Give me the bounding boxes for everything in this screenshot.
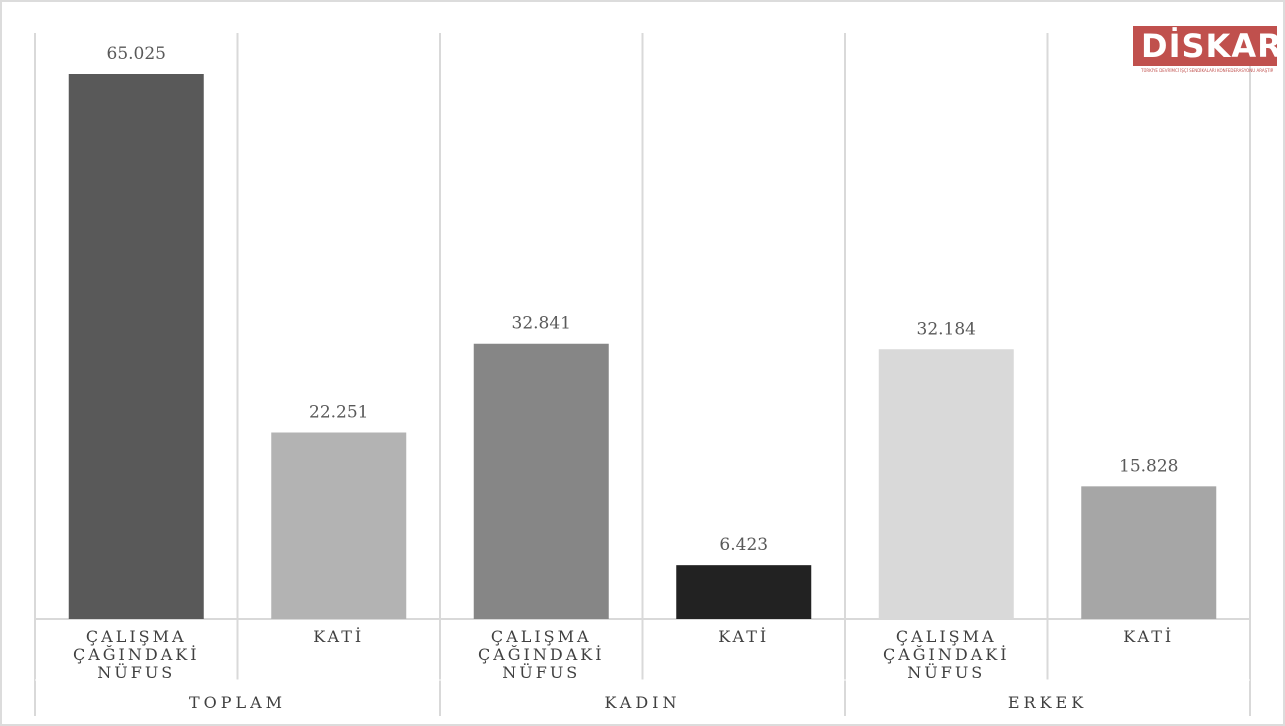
category-label: NÜFUS	[907, 662, 985, 682]
data-label: 6.423	[719, 535, 768, 555]
data-label: 15.828	[1119, 456, 1178, 476]
bar	[676, 565, 812, 619]
bar	[68, 74, 204, 619]
group-label: KADIN	[604, 693, 680, 712]
category-label: ÇALIŞMA	[896, 627, 997, 646]
bar	[878, 349, 1014, 619]
bar	[271, 432, 407, 619]
logo-box: DİSKAR	[1133, 26, 1282, 66]
category-label: KATİ	[313, 626, 364, 646]
group-label: TOPLAM	[189, 693, 286, 712]
diskar-logo: DİSKAR TÜRKİYE DEVRİMCİ İŞÇİ SENDİKALARI…	[1133, 26, 1282, 78]
category-label: ÇALIŞMA	[86, 627, 187, 646]
bar	[473, 343, 609, 619]
group-label: ERKEK	[1008, 693, 1087, 712]
category-label: NÜFUS	[97, 662, 175, 682]
category-label: KATİ	[718, 626, 769, 646]
category-label: ÇAĞINDAKİ	[478, 644, 605, 664]
data-label: 65.025	[107, 44, 166, 64]
data-label: 32.184	[917, 319, 976, 339]
category-label: KATİ	[1123, 626, 1174, 646]
logo-subtitle: TÜRKİYE DEVRİMCİ İŞÇİ SENDİKALARI KONFED…	[1141, 68, 1273, 73]
category-label: NÜFUS	[502, 662, 580, 682]
data-label: 22.251	[309, 403, 368, 423]
data-label: 32.841	[512, 314, 571, 334]
category-label: ÇAĞINDAKİ	[73, 644, 200, 664]
bar	[1081, 486, 1217, 619]
logo-text: DİSKAR	[1141, 27, 1283, 65]
category-label: ÇALIŞMA	[491, 627, 592, 646]
category-label: ÇAĞINDAKİ	[883, 644, 1010, 664]
